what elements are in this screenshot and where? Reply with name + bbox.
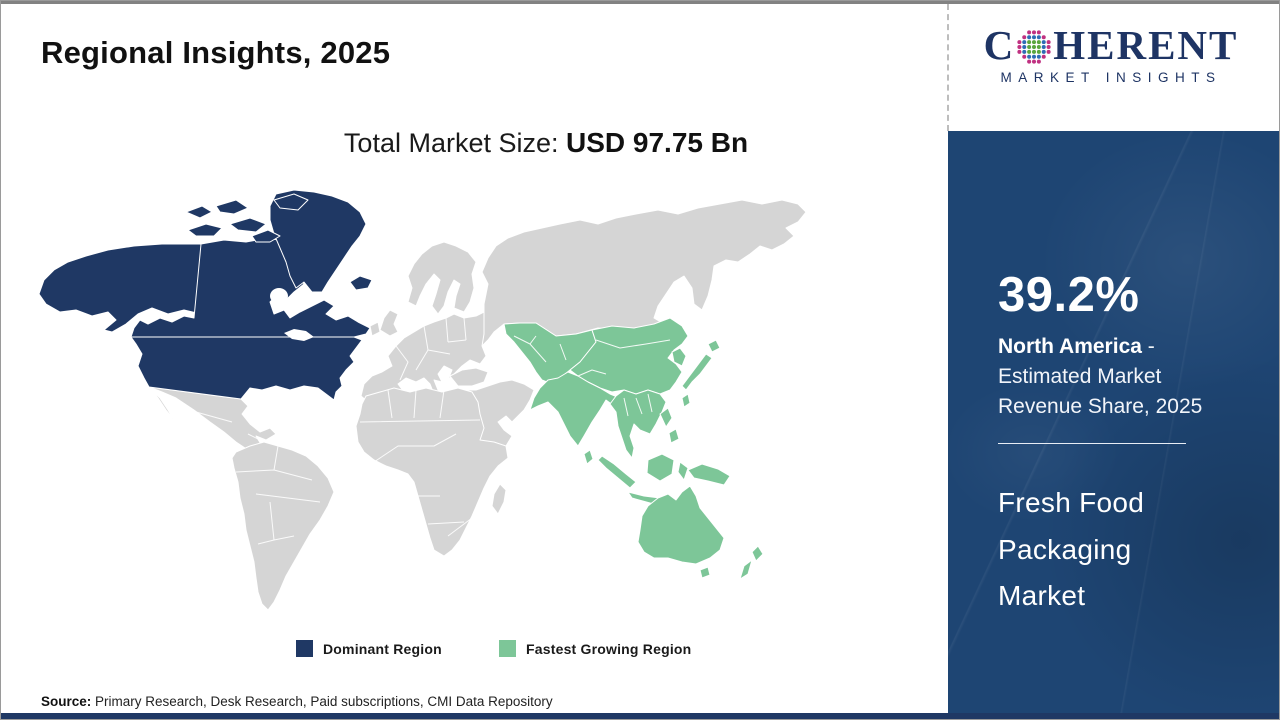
legend-label-dominant: Dominant Region — [323, 640, 442, 657]
logo-letters-herent: HERENT — [1053, 22, 1239, 68]
logo-globe-icon — [1017, 29, 1051, 64]
map-water-details — [270, 288, 314, 341]
landmass-turkey — [449, 367, 489, 387]
region-southeast-asia — [609, 389, 667, 459]
world-map — [36, 184, 881, 621]
logo-wordmark: C — [953, 25, 1269, 66]
region-china-mongolia — [569, 317, 689, 395]
region-japan — [681, 353, 713, 391]
region-korea — [671, 347, 687, 367]
region-australia — [637, 485, 725, 565]
legend-swatch-fastest-growing — [499, 640, 516, 657]
map-land-other-regions — [148, 199, 807, 611]
stat-description-rest: - Estimated Market Revenue Share, 2025 — [998, 335, 1203, 418]
brand-logo: C — [953, 25, 1269, 86]
landmass-africa — [355, 387, 509, 557]
stat-sidebar: 39.2% North America - Estimated Market R… — [948, 131, 1279, 715]
stat-value: 39.2% — [998, 268, 1140, 322]
page-title: Regional Insights, 2025 — [41, 35, 391, 70]
total-market-size-value: USD 97.75 Bn — [566, 127, 749, 158]
region-new-guinea — [687, 463, 731, 486]
world-map-svg — [38, 189, 807, 611]
legend-swatch-dominant — [296, 640, 313, 657]
region-greenland — [269, 189, 367, 293]
logo-tagline: MARKET INSIGHTS — [1000, 70, 1222, 85]
market-name: Fresh Food Packaging Market — [998, 487, 1145, 611]
source-label: Source: — [41, 694, 92, 709]
map-region-dominant — [38, 189, 373, 401]
legend-item-fastest-growing: Fastest Growing Region — [499, 639, 691, 658]
landmass-scandinavia — [407, 241, 477, 315]
source-line: Source: Primary Research, Desk Research,… — [41, 694, 553, 709]
top-edge-bar — [1, 1, 1279, 4]
total-market-size: Total Market Size: USD 97.75 Bn — [96, 127, 996, 159]
region-new-zealand — [751, 545, 764, 562]
map-country-borders — [195, 317, 671, 545]
landmass-baja — [151, 389, 175, 421]
bottom-edge-bar — [1, 713, 1279, 719]
header-dashed-divider — [947, 4, 949, 131]
map-region-fastest-growing — [503, 317, 764, 580]
region-usa — [130, 336, 363, 401]
legend-label-fastest-growing: Fastest Growing Region — [526, 640, 692, 657]
stat-description: North America - Estimated Market Revenue… — [998, 332, 1245, 421]
sidebar-divider — [998, 443, 1186, 445]
landmass-south-america — [231, 441, 335, 611]
source-text: Primary Research, Desk Research, Paid su… — [91, 694, 553, 709]
landmass-madagascar — [491, 483, 507, 515]
landmass-uk — [379, 309, 399, 337]
landmass-ireland — [369, 321, 381, 337]
region-alaska — [38, 243, 202, 333]
region-philippines — [659, 407, 673, 428]
legend-item-dominant: Dominant Region — [296, 639, 442, 658]
logo-letter-c: C — [983, 22, 1016, 68]
total-market-size-label: Total Market Size: — [343, 128, 566, 158]
region-iceland — [349, 275, 373, 291]
stat-region-name: North America — [998, 335, 1142, 358]
